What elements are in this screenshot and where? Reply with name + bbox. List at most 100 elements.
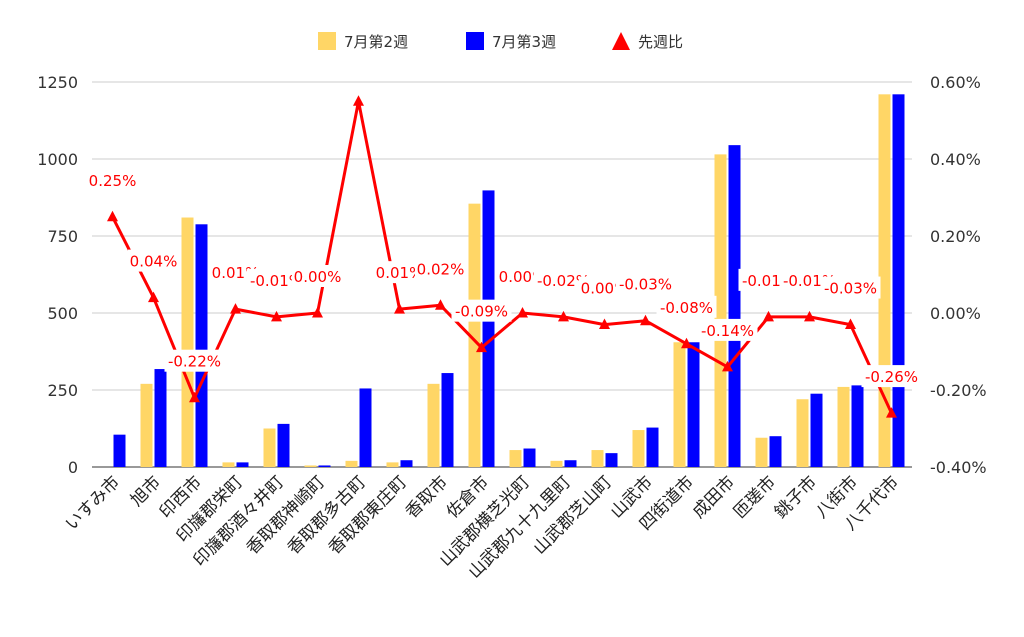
bar-week3 — [892, 94, 905, 467]
y-right-tick-label: 0.40% — [930, 150, 981, 169]
ratio-point — [148, 291, 159, 303]
data-label-bg — [292, 265, 343, 287]
y-right-tick-label: 0.20% — [930, 227, 981, 246]
bar-week3 — [728, 145, 741, 467]
bar-week2 — [755, 437, 768, 467]
bar-week2 — [222, 462, 235, 467]
data-label-bg — [820, 276, 881, 299]
ratio-line: 0.25%0.04%-0.22%0.01%-0.01%0.00% 0.01%0.0… — [87, 95, 922, 418]
bar-week2 — [140, 383, 153, 467]
ratio-point — [722, 360, 733, 372]
bar-week3 — [769, 436, 782, 467]
ratio-point — [681, 337, 692, 349]
legend-swatch — [612, 32, 630, 50]
ratio-point — [517, 307, 528, 318]
data-label: -0.01% — [250, 272, 303, 290]
legend-item: 7月第2週 — [318, 32, 408, 51]
bar-week3 — [687, 342, 700, 467]
data-label: 0.04% — [130, 253, 178, 271]
x-tick-label: いすみ市 — [62, 472, 124, 534]
data-label: -0.09% — [455, 303, 508, 321]
ratio-point — [107, 210, 118, 222]
ratio-point — [886, 407, 897, 418]
bar-week2 — [181, 217, 194, 467]
bar-week3 — [564, 460, 577, 467]
y-right-tick-label: 0.60% — [930, 73, 981, 92]
data-label-bg — [415, 257, 466, 280]
bar-week2 — [550, 460, 563, 467]
y-right-tick-label: 0.00% — [930, 304, 981, 323]
y-left-tick-label: 1250 — [37, 73, 78, 92]
bar-week3 — [605, 453, 618, 467]
data-label-bg — [861, 365, 922, 388]
legend-label: 7月第2週 — [344, 33, 408, 51]
bar-week3 — [154, 369, 167, 467]
legend-item: 7月第3週 — [466, 32, 556, 51]
bar-week2 — [386, 462, 399, 467]
data-label: -0.03% — [824, 280, 877, 298]
bar-week2 — [673, 342, 686, 467]
bar-week3 — [482, 190, 495, 467]
ratio-point — [845, 318, 856, 330]
y-left-tick-label: 1000 — [37, 150, 78, 169]
bar-week2 — [837, 386, 850, 467]
bar-week3 — [195, 224, 208, 467]
bar-week2 — [796, 399, 809, 467]
data-label: -0.14% — [701, 322, 754, 340]
data-label-bg — [246, 268, 307, 291]
x-tick-label: 銚子市 — [771, 472, 821, 522]
bar-week3 — [646, 427, 659, 467]
ratio-point — [271, 310, 282, 322]
bar-week2 — [632, 430, 645, 467]
data-label: -0.03% — [619, 276, 672, 294]
data-label: 0.01% — [376, 264, 424, 282]
ratio-point — [763, 310, 774, 322]
data-label: -0.08% — [660, 299, 713, 317]
ratio-point — [230, 303, 241, 314]
data-label-bg — [164, 349, 225, 372]
legend-label: 先週比 — [638, 33, 683, 51]
data-label-bg — [656, 295, 717, 318]
data-label: -0.26% — [865, 368, 918, 386]
y-left-tick-label: 750 — [47, 227, 78, 246]
legend: 7月第2週 7月第3週 先週比 — [318, 32, 683, 51]
bar-week3 — [441, 373, 454, 467]
ratio-point — [599, 318, 610, 330]
bar-week3 — [523, 448, 536, 467]
bar-week3 — [277, 423, 290, 467]
ratio-point — [189, 391, 200, 403]
bar-week3 — [810, 393, 823, 467]
y-right-tick-label: -0.40% — [930, 458, 987, 477]
ratio-point — [558, 310, 569, 322]
bar-week3 — [400, 460, 413, 467]
bar-week2 — [509, 450, 522, 467]
y-left-tick-label: 0 — [68, 458, 78, 477]
legend-item: 先週比 — [612, 32, 683, 51]
x-tick-label: 成田市 — [689, 472, 739, 522]
ratio-line-path — [111, 99, 893, 414]
data-label: 0.25% — [89, 172, 137, 190]
data-label-bg — [533, 268, 594, 291]
bar-week3 — [851, 385, 864, 467]
data-label-bg — [87, 168, 138, 191]
data-label: -0.02% — [537, 272, 590, 290]
ratio-point — [476, 341, 487, 353]
legend-swatch — [318, 32, 336, 50]
bar-week2 — [345, 460, 358, 467]
data-label-bg — [128, 249, 179, 272]
bar-week2 — [591, 450, 604, 467]
data-label: 0.02% — [417, 260, 465, 278]
bar-week3 — [318, 465, 331, 467]
ratio-point — [640, 314, 651, 326]
ratio-point — [804, 310, 815, 322]
bar-week2 — [304, 465, 317, 467]
bar-week3 — [359, 388, 372, 467]
ratio-point — [394, 303, 405, 314]
data-label-bg — [615, 272, 676, 295]
bar-week2 — [714, 154, 727, 467]
y-right-tick-label: -0.20% — [930, 381, 987, 400]
y-left-tick-label: 500 — [47, 304, 78, 323]
bar-week2 — [427, 383, 440, 467]
